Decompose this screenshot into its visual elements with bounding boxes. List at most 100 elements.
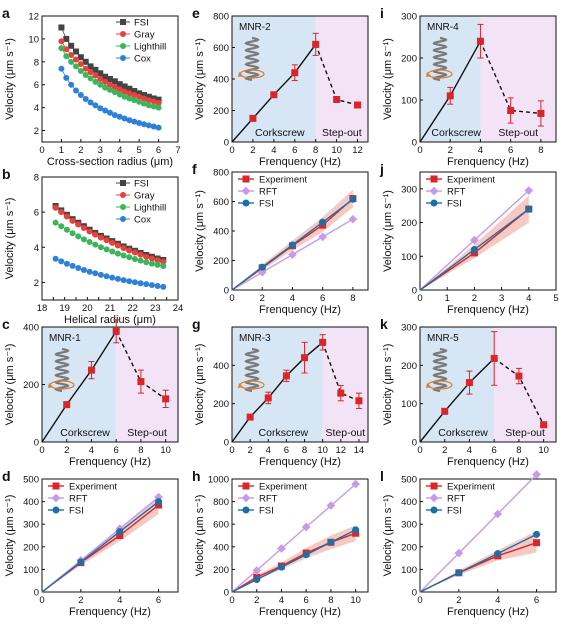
data-point — [97, 244, 104, 251]
panel-letter-i: i — [380, 5, 384, 21]
x-tick-label: 0 — [417, 445, 422, 456]
corkscrew-line — [419, 357, 495, 443]
data-point — [154, 261, 161, 268]
corkscrew-label: Corkscrew — [431, 127, 481, 139]
data-point — [126, 95, 133, 102]
chart-panel-i: 0 2 4 6 8 0 100 200 300 Frenquency (Hz) Velocity (… — [380, 5, 557, 168]
panel-letter-g: g — [192, 316, 201, 332]
x-tick-label: 10 — [331, 145, 342, 156]
data-point — [326, 501, 336, 510]
plot-frame — [41, 15, 179, 143]
x-tick-label: 6 — [284, 445, 289, 456]
legend-label: FSI — [259, 199, 274, 210]
x-tick-label: 3 — [499, 293, 504, 304]
series-fsi — [231, 526, 360, 593]
inset-label: MNR-2 — [239, 22, 271, 33]
chart-panel-h: 0 2 4 6 8 10 0 200 400 600 800 1000 Frenquency (Hz) V… — [192, 468, 369, 618]
x-axis-title: Frenquency (Hz) — [447, 304, 529, 316]
series-line — [231, 483, 357, 593]
y-axis-title: Velocity (μm s⁻¹) — [382, 38, 394, 120]
data-point — [327, 538, 335, 546]
data-point — [87, 63, 94, 70]
x-tick-label: 1 — [445, 293, 450, 304]
series-gray — [52, 204, 167, 265]
data-point — [126, 247, 133, 254]
data-point — [52, 255, 59, 262]
x-axis-title: Frenquency (Hz) — [447, 606, 529, 618]
legend-label: RFT — [447, 494, 466, 505]
y-tick-label: 0 — [224, 588, 229, 599]
data-point — [253, 576, 261, 584]
y-tick-label: 400 — [23, 323, 39, 334]
data-point — [155, 124, 162, 131]
data-point — [107, 76, 113, 82]
data-point — [92, 231, 99, 238]
series-lighthill — [58, 45, 162, 111]
inset-label: MNR-1 — [49, 333, 81, 344]
data-point — [75, 233, 82, 240]
x-tick-label: 6 — [534, 595, 539, 606]
helix-illustration — [426, 347, 453, 393]
data-point — [87, 99, 94, 106]
x-tick-label: 4 — [290, 293, 295, 304]
x-tick-label: 6 — [156, 145, 161, 156]
x-tick-label: 4 — [467, 445, 472, 456]
data-point — [351, 479, 360, 489]
x-tick-label: 12 — [352, 145, 363, 156]
legend-label: Gray — [134, 30, 155, 41]
x-tick-label: 2 — [448, 145, 453, 156]
y-tick-label: 300 — [401, 323, 417, 334]
data-point — [68, 58, 75, 65]
stepout-line — [322, 342, 360, 402]
data-point — [86, 239, 93, 246]
series-rft — [231, 479, 360, 593]
plot-frame — [231, 171, 369, 291]
legend-label: Cox — [134, 54, 151, 65]
data-point — [155, 96, 162, 103]
data-point — [355, 397, 363, 405]
data-point — [120, 252, 127, 259]
data-point — [58, 209, 65, 216]
data-point — [82, 96, 89, 103]
data-point — [73, 48, 79, 55]
y-tick-label: 1000 — [208, 475, 229, 486]
inset-label: MNR-3 — [239, 333, 271, 344]
data-point — [150, 98, 157, 105]
data-point — [87, 75, 94, 82]
data-point — [58, 223, 65, 230]
data-point — [82, 58, 89, 65]
y-tick-label: 0 — [412, 588, 417, 599]
data-point — [69, 262, 76, 269]
panel-letter-d: d — [2, 468, 11, 484]
panel-letter-c: c — [2, 316, 10, 332]
data-point — [270, 91, 278, 99]
helix-body — [432, 347, 448, 393]
data-point — [116, 91, 123, 98]
data-point — [92, 78, 99, 85]
y-tick-label: 4 — [34, 103, 39, 114]
data-point — [114, 250, 121, 257]
data-point — [525, 205, 533, 213]
legend-marker — [52, 506, 60, 514]
y-tick-label: 800 — [213, 12, 229, 23]
data-point — [77, 67, 84, 74]
corkscrew-region — [232, 16, 316, 142]
legend-marker — [430, 506, 438, 514]
plot-frame — [231, 478, 369, 593]
data-point — [524, 186, 534, 195]
data-point — [97, 234, 104, 241]
x-tick-label: 0 — [229, 145, 234, 156]
legend-marker — [120, 216, 126, 222]
error-band — [232, 189, 353, 290]
series-line — [231, 529, 356, 593]
x-tick-label: 2 — [64, 445, 69, 456]
rotation-arrowhead-icon — [426, 383, 431, 388]
data-point — [537, 109, 545, 117]
data-point — [470, 246, 478, 254]
data-point — [77, 558, 85, 566]
legend-marker — [52, 482, 60, 490]
legend-label: FSI — [134, 179, 149, 190]
corkscrew-label: Corkscrew — [438, 427, 488, 439]
